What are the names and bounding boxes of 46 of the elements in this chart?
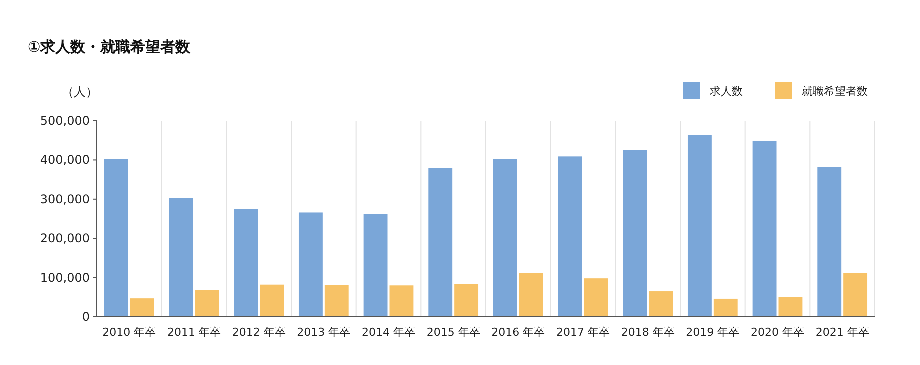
- y-tick-label: 200,000: [40, 232, 90, 246]
- x-tick-label: 2014 年卒: [362, 326, 416, 339]
- bar: [454, 284, 479, 317]
- y-axis-title: （人）: [62, 85, 98, 99]
- x-tick-label: 2019 年卒: [686, 326, 740, 339]
- bar: [390, 286, 414, 317]
- bar: [584, 278, 608, 317]
- x-tick-label: 2021 年卒: [816, 326, 870, 339]
- bar: [104, 159, 128, 317]
- bar: [752, 140, 777, 317]
- x-tick-label: 2020 年卒: [751, 326, 804, 339]
- chart-title: ①求人数・就職希望者数: [28, 38, 192, 56]
- bar: [364, 214, 388, 317]
- bar: [195, 290, 220, 317]
- bar: [714, 298, 738, 317]
- y-tick-label: 100,000: [40, 270, 90, 285]
- legend-label: 就職希望者数: [802, 85, 868, 98]
- bar: [623, 150, 648, 317]
- bar: [558, 156, 582, 317]
- x-tick-label: 2012 年卒: [232, 326, 286, 339]
- bar: [844, 273, 868, 317]
- x-tick-label: 2010 年卒: [102, 326, 156, 339]
- bar: [818, 167, 842, 317]
- x-tick-label: 2015 年卒: [426, 326, 480, 339]
- bar: [519, 273, 544, 317]
- x-tick-label: 2017 年卒: [556, 326, 610, 339]
- bar: [428, 168, 453, 317]
- bar: [324, 285, 349, 317]
- bar: [130, 298, 154, 317]
- y-tick-label: 300,000: [40, 192, 90, 206]
- x-tick-label: 2013 年卒: [297, 326, 351, 339]
- bar: [493, 159, 518, 317]
- y-tick-label: 500,000: [40, 114, 90, 128]
- bar: [778, 297, 803, 317]
- legend-label: 求人数: [710, 85, 743, 98]
- y-tick-label: 400,000: [40, 153, 90, 168]
- bar: [298, 212, 323, 317]
- bar: [169, 198, 194, 317]
- bar: [260, 284, 284, 317]
- x-tick-label: 2016 年卒: [492, 326, 546, 339]
- y-tick-label: 0: [82, 310, 90, 324]
- bar: [234, 209, 258, 317]
- x-tick-label: 2011 年卒: [168, 326, 221, 339]
- bar: [649, 292, 674, 317]
- x-tick-label: 2018 年卒: [621, 326, 675, 339]
- bar: [688, 136, 712, 317]
